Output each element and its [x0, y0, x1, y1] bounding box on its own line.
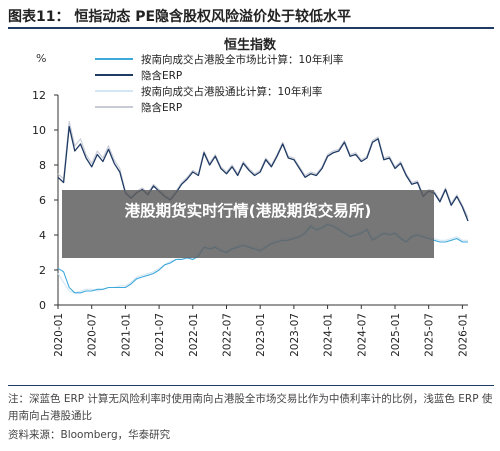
x-tick-label: 2022-01 — [188, 313, 200, 357]
x-tick-label: 2024-01 — [323, 313, 335, 357]
y-tick-label: 10 — [32, 124, 46, 137]
x-tick-label: 2025-01 — [390, 313, 402, 357]
legend-swatch-2 — [95, 74, 133, 76]
ad-overlay-text[interactable]: 港股期货实时行情(港股期货交易所) — [124, 202, 372, 220]
x-tick-label: 2021-01 — [120, 313, 132, 357]
x-tick-label: 2023-01 — [255, 313, 267, 357]
x-tick-label: 2020-07 — [87, 313, 99, 357]
legend-swatch-1 — [95, 58, 133, 60]
x-tick-label: 2022-07 — [221, 313, 233, 357]
title-divider — [8, 27, 494, 29]
y-axis-unit-label: % — [36, 52, 47, 65]
legend-label-1: 按南向成交占港股全市场比计算：10年利率 — [141, 53, 344, 66]
legend-item-2: 隐含ERP — [95, 67, 343, 83]
x-tick-label: 2023-07 — [289, 313, 301, 357]
y-tick-label: 2 — [39, 264, 46, 277]
y-tick-label: 4 — [39, 229, 46, 242]
ad-overlay-banner[interactable] — [62, 190, 434, 258]
legend-item-4: 隐含ERP — [95, 99, 343, 115]
x-tick-label: 2020-01 — [53, 313, 65, 357]
x-tick-label: 2024-07 — [356, 313, 368, 357]
chart-note: 注：深蓝色 ERP 计算无风险利率时使用南向占港股全市场交易比作为中债利率计的比… — [8, 393, 493, 422]
footer-divider — [8, 385, 494, 386]
legend-label-3: 按南向成交占港股通比计算：10年利率 — [141, 85, 323, 98]
chart-legend: 按南向成交占港股全市场比计算：10年利率 隐含ERP 按南向成交占港股通比计算：… — [95, 51, 343, 115]
x-tick-label: 2025-07 — [424, 313, 436, 357]
legend-label-2: 隐含ERP — [141, 69, 183, 82]
legend-label-4: 隐含ERP — [141, 101, 183, 114]
y-axis: 0 2 4 6 8 10 12 — [32, 89, 59, 312]
legend-item-1: 按南向成交占港股全市场比计算：10年利率 — [95, 51, 343, 67]
x-axis: 2020-01 2020-07 2021-01 2021-07 2022-01 2022-… — [53, 304, 469, 357]
legend-swatch-4 — [95, 106, 133, 108]
y-tick-label: 6 — [39, 194, 46, 207]
y-tick-label: 0 — [39, 299, 46, 312]
legend-item-3: 按南向成交占港股通比计算：10年利率 — [95, 83, 343, 99]
legend-swatch-3 — [95, 90, 133, 92]
x-tick-label: 2021-07 — [154, 313, 166, 357]
y-tick-label: 12 — [32, 89, 46, 102]
figure-title: 图表11： 恒指动态 PE隐含股权风险溢价处于较低水平 — [8, 9, 352, 25]
chart-title: 恒生指数 — [223, 38, 276, 53]
x-tick-label: 2026-01 — [457, 313, 469, 357]
source-line: 资料来源：Bloomberg，华泰研究 — [8, 429, 171, 441]
y-tick-label: 8 — [39, 159, 46, 172]
